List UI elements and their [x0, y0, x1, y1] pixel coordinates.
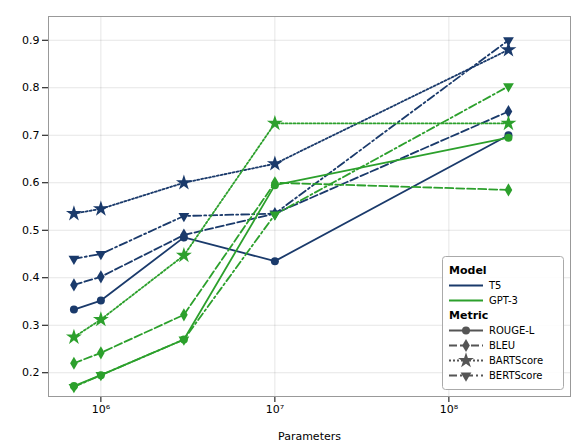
svg-text:Parameters: Parameters [278, 430, 341, 442]
svg-text:0.7: 0.7 [22, 129, 40, 142]
svg-text:0.6: 0.6 [22, 176, 40, 189]
svg-text:10⁷: 10⁷ [266, 403, 284, 416]
svg-text:Model: Model [449, 264, 487, 277]
svg-text:ROUGE-L: ROUGE-L [489, 325, 535, 336]
svg-text:0.3: 0.3 [22, 319, 40, 332]
svg-text:BLEU: BLEU [489, 340, 515, 351]
svg-text:0.5: 0.5 [22, 224, 40, 237]
svg-text:0.8: 0.8 [22, 81, 40, 94]
svg-text:BERTScore: BERTScore [489, 370, 543, 381]
svg-text:GPT-3: GPT-3 [489, 295, 518, 306]
svg-text:0.4: 0.4 [22, 271, 40, 284]
svg-text:T5: T5 [488, 280, 501, 291]
svg-text:BARTScore: BARTScore [489, 355, 543, 366]
svg-text:Metric: Metric [449, 309, 488, 322]
svg-text:0.9: 0.9 [22, 34, 40, 47]
svg-text:10⁶: 10⁶ [92, 403, 111, 416]
svg-text:0.2: 0.2 [22, 366, 40, 379]
svg-text:10⁸: 10⁸ [440, 403, 459, 416]
